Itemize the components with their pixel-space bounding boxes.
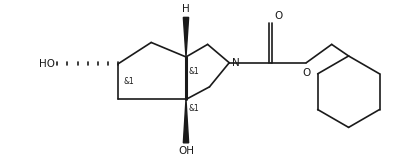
Text: &1: &1 (189, 104, 199, 113)
Text: OH: OH (178, 146, 194, 156)
Text: HO: HO (39, 59, 55, 69)
Text: H: H (182, 4, 190, 14)
Text: &1: &1 (189, 67, 199, 76)
Text: N: N (232, 58, 240, 68)
Text: O: O (302, 68, 310, 78)
Polygon shape (183, 17, 189, 57)
Text: &1: &1 (123, 77, 134, 86)
Polygon shape (183, 99, 189, 143)
Text: O: O (274, 11, 283, 21)
